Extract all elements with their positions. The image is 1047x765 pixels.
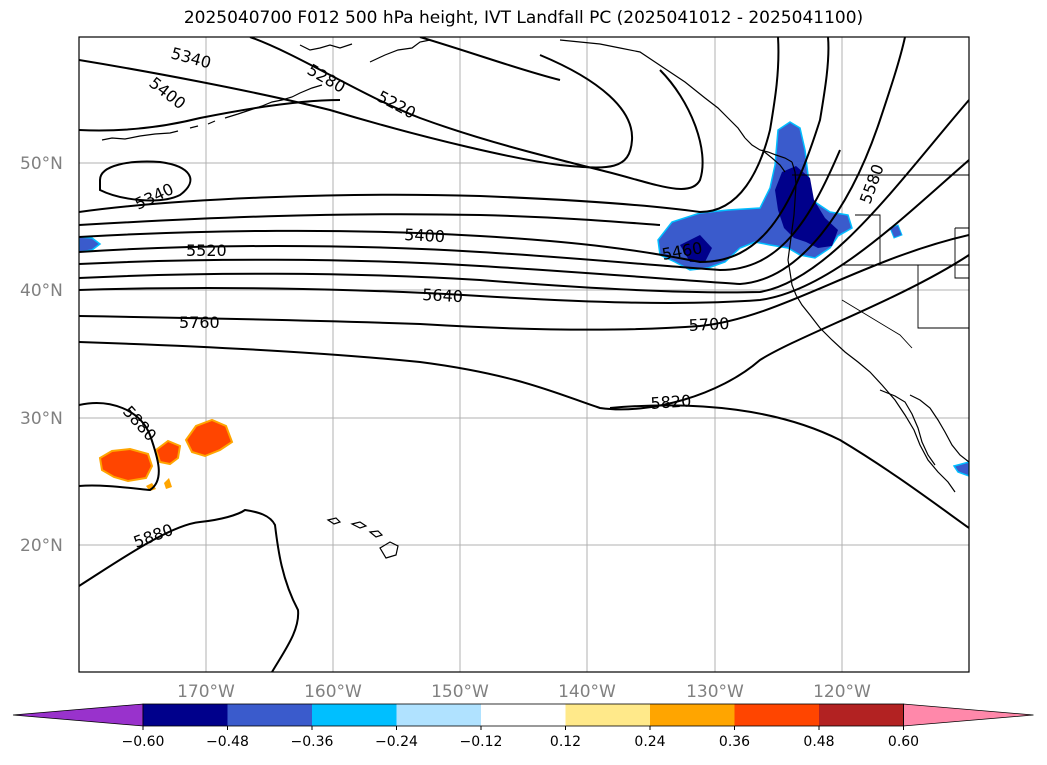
map-area [79,37,969,672]
lon-label-130w: 130°W [686,682,744,702]
coastlines [101,39,969,559]
lat-label-30n: 30°N [20,409,63,429]
lon-label-150w: 150°W [431,682,489,702]
contour-label-5820: 5820 [650,391,692,413]
colorbar-swatch [734,704,820,726]
colorbar-tick-label: −0.60 [122,734,165,750]
latitude-labels: 50°N 40°N 30°N 20°N [20,154,63,556]
colorbar-tick-label: −0.36 [291,734,334,750]
lat-label-20n: 20°N [20,536,63,556]
colorbar-swatch [819,704,904,726]
lat-label-50n: 50°N [20,154,63,174]
lon-label-160w: 160°W [304,682,362,702]
contour-label-5400-b: 5400 [404,225,446,246]
lat-label-40n: 40°N [20,281,63,301]
ivt-negative-region [79,121,969,477]
contour-label-5760: 5760 [179,313,220,332]
colorbar-swatch [650,704,735,726]
ivt-positive-region [98,418,234,491]
gridlines [79,37,969,672]
colorbar-tick-label: 0.12 [550,734,581,750]
colorbar-swatch [227,704,313,726]
colorbar-tick-label: 0.60 [888,734,919,750]
colorbar-swatch [143,704,228,726]
lon-label-120w: 120°W [813,682,871,702]
colorbar-swatches [12,703,1034,727]
colorbar-tick-label: 0.36 [719,734,750,750]
colorbar-extend-low [12,703,144,727]
contour-label-5640: 5640 [422,285,464,306]
map-title: 2025040700 F012 500 hPa height, IVT Land… [183,8,864,28]
lon-label-140w: 140°W [558,682,616,702]
colorbar-tick-label: 0.48 [803,734,834,750]
colorbar-ticks: −0.60 −0.48 −0.36 −0.24 −0.12 0.12 0.24 0.36 0.4… [122,726,919,750]
map-frame [78,36,970,673]
colorbar-tick-label: −0.12 [460,734,503,750]
colorbar-swatch [312,704,397,726]
colorbar-extend-high [903,703,1034,727]
colorbar-swatch [481,704,566,726]
lon-label-170w: 170°W [177,682,235,702]
colorbar-swatch [565,704,651,726]
contour-label-5700: 5700 [688,314,730,335]
height-contours [79,37,969,672]
colorbar: −0.60 −0.48 −0.36 −0.24 −0.12 0.12 0.24 0.36 0.4… [12,703,1034,750]
colorbar-tick-label: −0.48 [206,734,249,750]
colorbar-tick-label: −0.24 [375,734,418,750]
colorbar-tick-label: 0.24 [634,734,665,750]
contour-label-5520: 5520 [186,241,227,260]
colorbar-swatch [396,704,482,726]
longitude-labels: 170°W 160°W 150°W 140°W 130°W 120°W [177,682,871,702]
colorbar-border [142,703,904,727]
political-borders [792,174,969,349]
